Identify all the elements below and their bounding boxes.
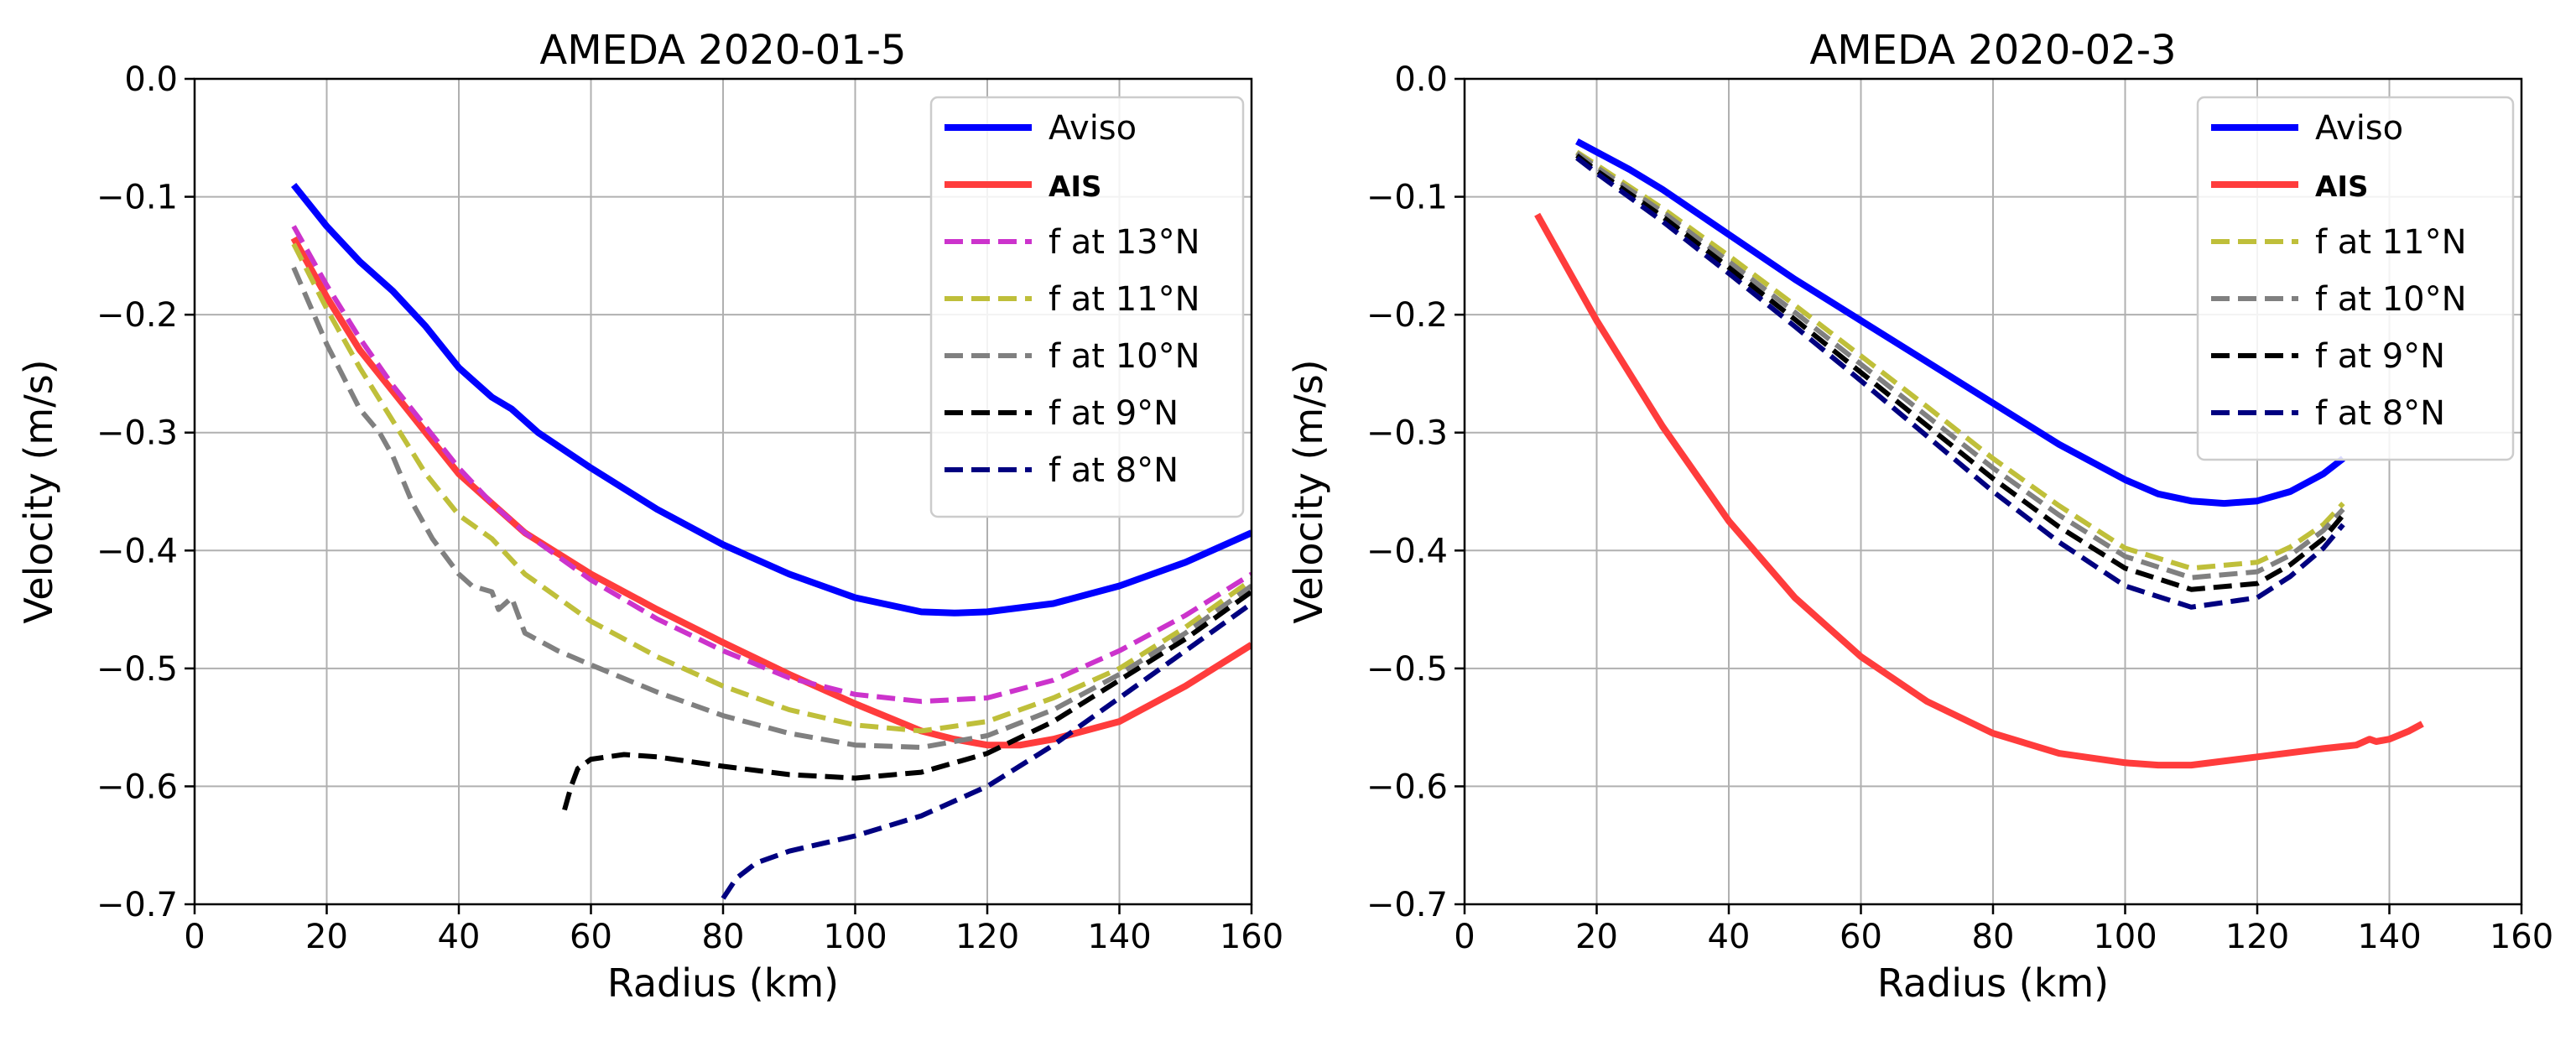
y-tick-label: −0.4 [96, 532, 178, 570]
y-tick-label: −0.6 [96, 768, 178, 806]
series-line-aviso [290, 182, 1252, 617]
chart-panel-right: 0 20 40 60 80 100 120 140 160 0.0 −0.1 −0.2 −0.3 −0.4… [1286, 27, 2553, 1006]
x-tick-label: 60 [1840, 918, 1882, 956]
chart-title: AMEDA 2020-01-5 [539, 27, 906, 74]
legend-label: f at 10°N [1049, 337, 1200, 376]
y-tick-label: −0.1 [96, 179, 178, 217]
series-line-f-at-13-n [291, 225, 1252, 705]
y-axis-label: Velocity (m/s) [1286, 359, 1331, 623]
chart-title: AMEDA 2020-02-3 [1809, 27, 2176, 74]
x-tick-label: 20 [305, 918, 348, 956]
y-tick-label: −0.6 [1366, 768, 1448, 806]
x-tick-label: 40 [1708, 918, 1751, 956]
series-line-f-at-9-n [562, 590, 1252, 811]
series-group [290, 182, 1252, 900]
y-tick-label: −0.5 [96, 650, 178, 689]
x-tick-label: 100 [823, 918, 887, 956]
series-line-ais [290, 236, 1252, 749]
x-tick-label: 80 [702, 918, 745, 956]
x-tick-label: 120 [2225, 918, 2289, 956]
legend-label: Aviso [1049, 109, 1137, 148]
y-tick-label: 0.0 [124, 60, 178, 99]
x-tick-label: 160 [1220, 918, 1283, 956]
series-line-f-at-9-n [1575, 154, 2345, 592]
series-line-f-at-11-n [291, 242, 1252, 734]
y-tick-label: −0.4 [1366, 532, 1448, 570]
x-tick-label: 60 [570, 918, 612, 956]
y-tick-label: −0.7 [96, 886, 178, 924]
series-line-f-at-10-n [1575, 151, 2345, 580]
y-tick-label: −0.3 [96, 414, 178, 453]
x-tick-label: 20 [1575, 918, 1618, 956]
y-tick-label: −0.3 [1366, 414, 1448, 453]
legend-label: f at 10°N [2315, 280, 2467, 319]
x-tick-label: 140 [1087, 918, 1151, 956]
legend-label: f at 13°N [1049, 223, 1200, 262]
series-line-f-at-10-n [291, 266, 1252, 750]
series-line-ais [1534, 212, 2424, 769]
legend-label: Aviso [2315, 109, 2403, 148]
legend-label: f at 9°N [1049, 394, 1179, 433]
x-tick-label: 100 [2093, 918, 2157, 956]
x-axis-label: Radius (km) [1877, 960, 2109, 1006]
y-tick-label: −0.2 [96, 296, 178, 335]
x-tick-label: 0 [184, 918, 205, 956]
series-line-aviso [1575, 138, 2345, 507]
series-line-f-at-8-n [721, 601, 1252, 900]
x-tick-label: 120 [955, 918, 1019, 956]
y-tick-label: −0.1 [1366, 179, 1448, 217]
y-tick-label: −0.2 [1366, 296, 1448, 335]
x-tick-label: 140 [2357, 918, 2421, 956]
series-group [1534, 138, 2424, 769]
legend-label: f at 9°N [2315, 337, 2445, 376]
legend-label: f at 11°N [2315, 223, 2467, 262]
legend-label: f at 8°N [1049, 451, 1179, 490]
x-tick-label: 160 [2490, 918, 2553, 956]
legend-label: AIS [2315, 170, 2368, 204]
y-tick-label: 0.0 [1394, 60, 1448, 99]
y-tick-label: −0.7 [1366, 886, 1448, 924]
y-axis-label: Velocity (m/s) [16, 359, 61, 623]
series-line-f-at-8-n [1575, 155, 2345, 610]
legend-label: AIS [1049, 170, 1101, 204]
x-axis-label: Radius (km) [607, 960, 839, 1006]
x-tick-label: 0 [1454, 918, 1475, 956]
x-tick-label: 40 [438, 918, 481, 956]
chart-panel-left: 0 20 40 60 80 100 120 140 160 0.0 −0.1 −0.2 −0.3 −0.4… [16, 27, 1283, 1006]
x-tick-label: 80 [1972, 918, 2015, 956]
legend-label: f at 11°N [1049, 280, 1200, 319]
legend-label: f at 8°N [2315, 394, 2445, 433]
y-tick-label: −0.5 [1366, 650, 1448, 689]
series-line-f-at-11-n [1575, 149, 2345, 571]
